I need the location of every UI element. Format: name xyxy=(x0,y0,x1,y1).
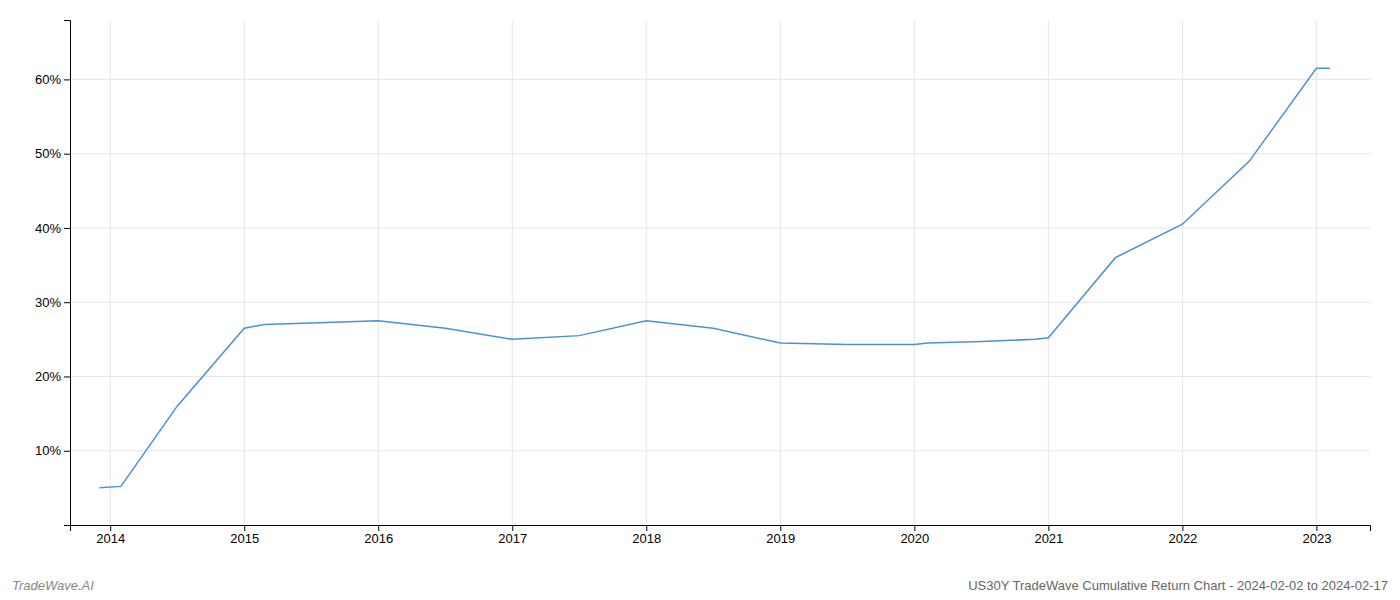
tick-mark xyxy=(512,525,513,531)
axis-line xyxy=(64,21,71,526)
tick-label: 2014 xyxy=(96,531,125,546)
tick: 2019 xyxy=(766,525,795,546)
marks xyxy=(99,68,1329,488)
tick: 2020 xyxy=(900,525,929,546)
tick-label: 30% xyxy=(35,295,61,310)
tick-label: 10% xyxy=(35,443,61,458)
tick-mark xyxy=(646,525,647,531)
tick-label: 2018 xyxy=(632,531,661,546)
tick-mark xyxy=(64,154,70,155)
grid-line-x xyxy=(244,20,245,525)
tick-mark xyxy=(64,376,70,377)
grid-line-x xyxy=(1182,20,1183,525)
tick-label: 2017 xyxy=(498,531,527,546)
y-axis: 10% 20% 30% 40% 50% 60% xyxy=(35,21,71,526)
tick: 2022 xyxy=(1168,525,1197,546)
tick-label: 2023 xyxy=(1302,531,1331,546)
tick: 20% xyxy=(35,369,70,384)
tick-mark xyxy=(110,525,111,531)
watermark: TradeWave.AI xyxy=(12,578,94,593)
tick: 2016 xyxy=(364,525,393,546)
tick-label: 2015 xyxy=(230,531,259,546)
grid-line-x xyxy=(1048,20,1049,525)
tick-mark xyxy=(64,451,70,452)
axis-line xyxy=(71,526,1371,532)
tick: 2015 xyxy=(230,525,259,546)
grid-line-y xyxy=(70,450,1370,451)
tick: 2017 xyxy=(498,525,527,546)
tick-mark xyxy=(914,525,915,531)
tick-mark xyxy=(64,302,70,303)
tick: 2023 xyxy=(1302,525,1331,546)
grid-line-y xyxy=(70,79,1370,80)
tick-label: 60% xyxy=(35,72,61,87)
grid-line-x xyxy=(914,20,915,525)
tick-label: 2022 xyxy=(1168,531,1197,546)
tick: 2014 xyxy=(96,525,125,546)
line xyxy=(99,68,1329,488)
tick-label: 40% xyxy=(35,221,61,236)
tick-label: 2020 xyxy=(900,531,929,546)
grid-line-y xyxy=(70,153,1370,154)
tick-label: 20% xyxy=(35,369,61,384)
grid-line-x xyxy=(512,20,513,525)
tick: 2018 xyxy=(632,525,661,546)
grid-line-x xyxy=(378,20,379,525)
grid-line-y xyxy=(70,376,1370,377)
plot-area: 2014 2015 2016 2017 2018 2019 2020 2021 2022 2023… xyxy=(35,20,1371,546)
tick-label: 2021 xyxy=(1034,531,1063,546)
tick-mark xyxy=(1316,525,1317,531)
title: US30Y TradeWave Cumulative Return Chart … xyxy=(968,578,1388,593)
tick: 30% xyxy=(35,295,70,310)
grid-line-x xyxy=(646,20,647,525)
tick-label: 2019 xyxy=(766,531,795,546)
tick-mark xyxy=(1048,525,1049,531)
tick-mark xyxy=(378,525,379,531)
tick-mark xyxy=(244,525,245,531)
tick: 2021 xyxy=(1034,525,1063,546)
x-axis: 2014 2015 2016 2017 2018 2019 2020 2021 2022 2023 xyxy=(71,525,1371,546)
grid-line-x xyxy=(110,20,111,525)
tick: 60% xyxy=(35,72,70,87)
grid xyxy=(70,20,1370,525)
tick-mark xyxy=(64,228,70,229)
tick-mark xyxy=(64,79,70,80)
grid-line-y xyxy=(70,302,1370,303)
grid-line-x xyxy=(1316,20,1317,525)
tick: 40% xyxy=(35,221,70,236)
tick: 50% xyxy=(35,146,70,161)
tick-label: 50% xyxy=(35,146,61,161)
tick-mark xyxy=(780,525,781,531)
tick: 10% xyxy=(35,443,70,458)
tick-mark xyxy=(1182,525,1183,531)
chart: 2014 2015 2016 2017 2018 2019 2020 2021 2022 2023… xyxy=(0,0,1400,600)
grid-line-x xyxy=(780,20,781,525)
tick-label: 2016 xyxy=(364,531,393,546)
